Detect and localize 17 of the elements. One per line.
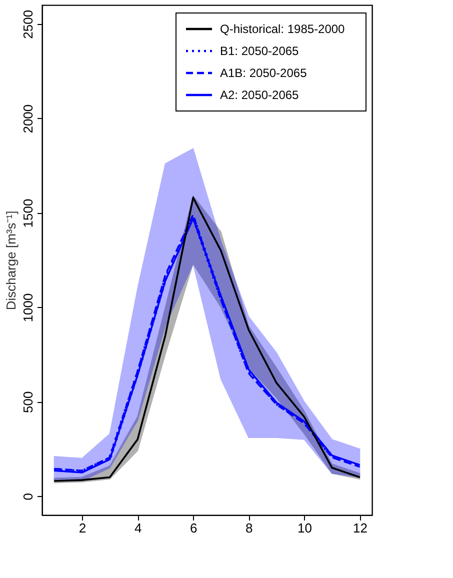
y-axis-title: Discharge [m³s⁻¹] bbox=[4, 210, 18, 310]
legend-label: B1: 2050-2065 bbox=[220, 44, 300, 58]
legend-label: A2: 2050-2065 bbox=[220, 88, 300, 102]
y-tick-label: 2000 bbox=[20, 104, 36, 134]
x-tick-label: 2 bbox=[78, 520, 86, 536]
legend-label: Q-historical: 1985-2000 bbox=[220, 22, 346, 36]
x-tick-label: 6 bbox=[190, 520, 198, 536]
y-tick-label: 500 bbox=[20, 391, 36, 414]
x-tick-label: 8 bbox=[246, 520, 253, 536]
y-tick-label: 1000 bbox=[20, 293, 36, 322]
y-tick-label: 2500 bbox=[20, 10, 36, 39]
y-tick-label: 1500 bbox=[20, 198, 36, 228]
x-tick-label: 4 bbox=[134, 520, 142, 536]
x-tick-label: 12 bbox=[353, 520, 368, 536]
x-tick-label: 10 bbox=[297, 520, 312, 536]
legend-label: A1B: 2050-2065 bbox=[220, 66, 308, 80]
y-tick-label: 0 bbox=[20, 492, 36, 500]
